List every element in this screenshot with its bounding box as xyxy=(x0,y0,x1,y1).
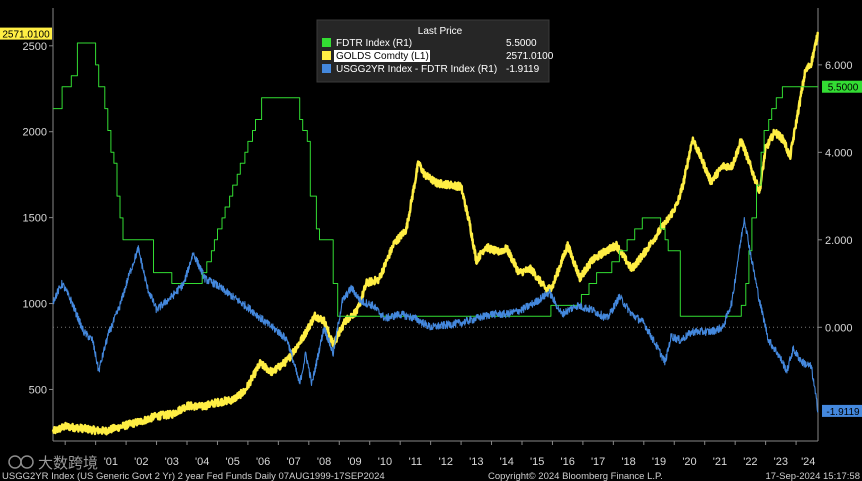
watermark-logo-ring-icon xyxy=(20,455,34,469)
plot-frame xyxy=(52,8,819,442)
value-tags: 2571.0100 5.5000 -1.9119 xyxy=(0,27,862,418)
x-tick-label: '01 xyxy=(104,456,118,468)
x-tick-label: '14 xyxy=(500,456,514,468)
x-tick-label: '02 xyxy=(134,456,148,468)
legend: Last Price FDTR Index (R1) 5.5000 GOLDS … xyxy=(316,19,554,83)
x-tick-label: '08 xyxy=(317,456,331,468)
x-tick-label: '16 xyxy=(560,456,574,468)
x-tick-label: '03 xyxy=(165,456,179,468)
right-tick-label: 6.000 xyxy=(825,60,853,72)
x-tick-label: '21 xyxy=(713,456,727,468)
x-tick-label: '04 xyxy=(195,456,209,468)
left-tick-label: 500 xyxy=(29,384,47,396)
left-tick-label: 1000 xyxy=(23,299,47,311)
legend-label-highlight xyxy=(334,50,430,62)
series-line-usgg2yr-index-fdtr-index xyxy=(52,217,819,413)
x-tick-label: '09 xyxy=(347,456,361,468)
right-tick-label: 0.000 xyxy=(825,322,853,334)
footer-timestamp: 17-Sep-2024 15:17:58 xyxy=(765,471,860,481)
right-tick-label: 4.000 xyxy=(825,147,853,159)
watermark: 大数跨境 xyxy=(8,454,98,472)
legend-header: Last Price xyxy=(418,26,463,37)
x-tick-label: '17 xyxy=(591,456,605,468)
legend-label-spread: USGG2YR Index - FDTR Index (R1) xyxy=(336,64,497,75)
legend-value-spread: -1.9119 xyxy=(506,64,540,75)
x-tick-label: '19 xyxy=(652,456,666,468)
right-last-value-tag-0-box xyxy=(822,80,862,93)
x-tick-label: '23 xyxy=(774,456,788,468)
x-tick-label: '11 xyxy=(409,456,423,468)
x-tick-label: '20 xyxy=(682,456,696,468)
right-last-value-tag-0-text: 5.5000 xyxy=(828,83,859,94)
legend-label-fdtr: FDTR Index (R1) xyxy=(336,38,412,49)
legend-value-fdtr: 5.5000 xyxy=(506,38,537,49)
legend-swatch-fdtr xyxy=(322,38,331,47)
x-tick-label: '06 xyxy=(256,456,270,468)
x-tick-label: '15 xyxy=(530,456,544,468)
legend-value-gold: 2571.0100 xyxy=(506,51,554,62)
right-last-value-tag-1-text: -1.9119 xyxy=(826,407,860,418)
axis-labels: 500 1000 1500 2000 2500 0.000 2.000 4.000 6.000 '… xyxy=(23,41,853,468)
left-tick-label: 2000 xyxy=(23,127,47,139)
right-last-value-tag-1-box xyxy=(822,404,862,417)
series-line-golds-comdty xyxy=(51,31,820,436)
x-tick-label: '05 xyxy=(226,456,240,468)
watermark-text: 大数跨境 xyxy=(38,454,98,472)
left-last-value-tag-text: 2571.0100 xyxy=(2,30,50,41)
x-tick-label: '24 xyxy=(801,456,815,468)
legend-entry-spread: USGG2YR Index - FDTR Index (R1) -1.9119 xyxy=(322,64,540,75)
x-tick-label: '13 xyxy=(469,456,483,468)
footer-description: USGG2YR Index (US Generic Govt 2 Yr) 2 y… xyxy=(2,471,385,481)
legend-entry-fdtr: FDTR Index (R1) 5.5000 xyxy=(322,38,537,49)
legend-label-gold: GOLDS Comdty (L1) xyxy=(336,51,429,62)
series-layer xyxy=(51,31,820,436)
x-tick-label: '18 xyxy=(621,456,635,468)
legend-entry-gold: GOLDS Comdty (L1) 2571.0100 xyxy=(322,50,554,62)
x-tick-label: '12 xyxy=(439,456,453,468)
left-tick-label: 1500 xyxy=(23,213,47,225)
x-tick-label: '10 xyxy=(378,456,392,468)
legend-swatch-spread xyxy=(322,64,331,73)
legend-swatch-gold xyxy=(322,51,331,60)
left-tick-label: 2500 xyxy=(23,41,47,53)
right-tick-label: 2.000 xyxy=(825,235,853,247)
series-line-fdtr-index xyxy=(53,42,818,317)
footer-copyright: Copyright© 2024 Bloomberg Finance L.P. xyxy=(488,471,663,481)
x-tick-label: '22 xyxy=(743,456,757,468)
left-last-value-tag-box xyxy=(0,27,52,40)
x-tick-label: '07 xyxy=(286,456,300,468)
